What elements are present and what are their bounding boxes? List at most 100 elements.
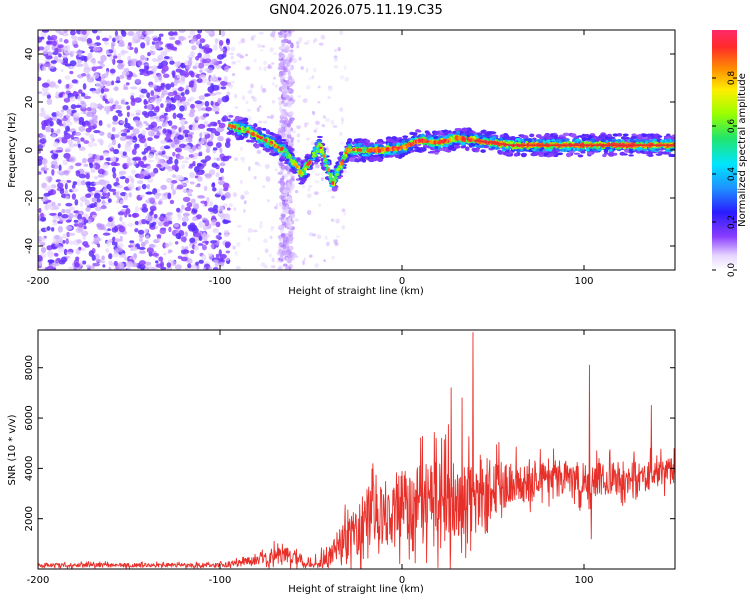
noise-point [138,263,146,270]
noise-point [124,117,128,125]
noise-point [228,84,234,89]
noise-point [181,221,187,227]
noise-point [315,164,320,169]
noise-point [95,258,102,262]
noise-point [146,247,154,254]
ridge-point [471,147,478,152]
noise-band-point [291,219,295,225]
noise-band-point [281,100,285,104]
noise-point [203,47,211,54]
noise-point [91,30,98,34]
noise-point [57,202,62,207]
noise-point [171,164,179,171]
noise-point [341,120,344,125]
noise-point [69,96,76,102]
noise-point [161,154,167,158]
noise-point [62,159,69,166]
noise-point [78,246,82,251]
noise-point [191,38,197,43]
noise-band-point [278,74,283,78]
noise-point [97,138,103,143]
noise-point [177,60,181,66]
noise-point [312,233,317,237]
noise-point [71,184,76,189]
noise-point [178,143,187,149]
noise-point [87,77,95,83]
noise-point [169,36,176,40]
noise-point [298,56,302,61]
noise-point [210,242,215,249]
ridge-point [544,148,549,152]
noise-point [108,97,114,103]
noise-point [327,96,331,99]
noise-point [286,68,292,72]
noise-point [121,50,129,54]
noise-point [241,95,246,101]
noise-point [134,143,138,150]
ridge-point [311,151,316,155]
noise-point [57,182,64,189]
ridge-point [655,153,663,156]
noise-point [143,176,150,180]
noise-point [112,236,116,242]
noise-point [157,54,164,61]
noise-point [168,241,173,247]
noise-point [194,100,203,105]
noise-point [176,113,184,119]
noise-point [77,36,83,41]
ridge-point [555,139,562,143]
noise-point [146,36,150,43]
noise-point [132,35,137,43]
noise-point [57,44,64,49]
noise-point [90,119,98,125]
noise-point [58,53,62,58]
noise-point [62,104,69,111]
noise-point [143,65,150,71]
noise-point [153,106,160,113]
noise-point [213,204,219,211]
noise-point [88,125,96,130]
noise-point [236,53,242,57]
noise-point [105,49,110,56]
noise-point [83,66,91,74]
noise-point [273,76,276,80]
noise-point [291,51,294,56]
noise-point [134,228,139,233]
noise-point [272,82,275,86]
ridge-point [402,135,409,139]
noise-point [341,225,346,230]
noise-point [124,211,128,218]
ridge-point [539,148,544,152]
noise-point [308,77,312,80]
noise-point [195,115,200,121]
noise-point [57,246,65,253]
noise-point [107,132,112,139]
noise-point [154,192,160,200]
ridge-point [394,155,400,158]
noise-point [118,170,127,175]
noise-point [305,67,309,73]
noise-point [75,63,80,68]
noise-point [181,164,185,169]
noise-point [234,93,238,99]
noise-point [314,180,320,184]
noise-point [208,266,212,270]
noise-point [316,234,322,240]
noise-point [38,76,42,82]
noise-point [87,153,94,158]
noise-point [95,81,100,88]
noise-band-point [286,61,291,67]
noise-band-point [280,165,287,170]
noise-point [188,165,193,169]
noise-point [174,264,182,270]
noise-band-point [281,39,284,44]
noise-band-point [282,82,288,87]
noise-point [43,62,51,68]
noise-point [58,59,64,64]
noise-band-point [287,70,291,76]
noise-point [41,110,47,115]
noise-point [52,222,58,226]
ridge-point [513,153,519,157]
noise-point [312,39,316,44]
ridge-point [368,158,373,163]
